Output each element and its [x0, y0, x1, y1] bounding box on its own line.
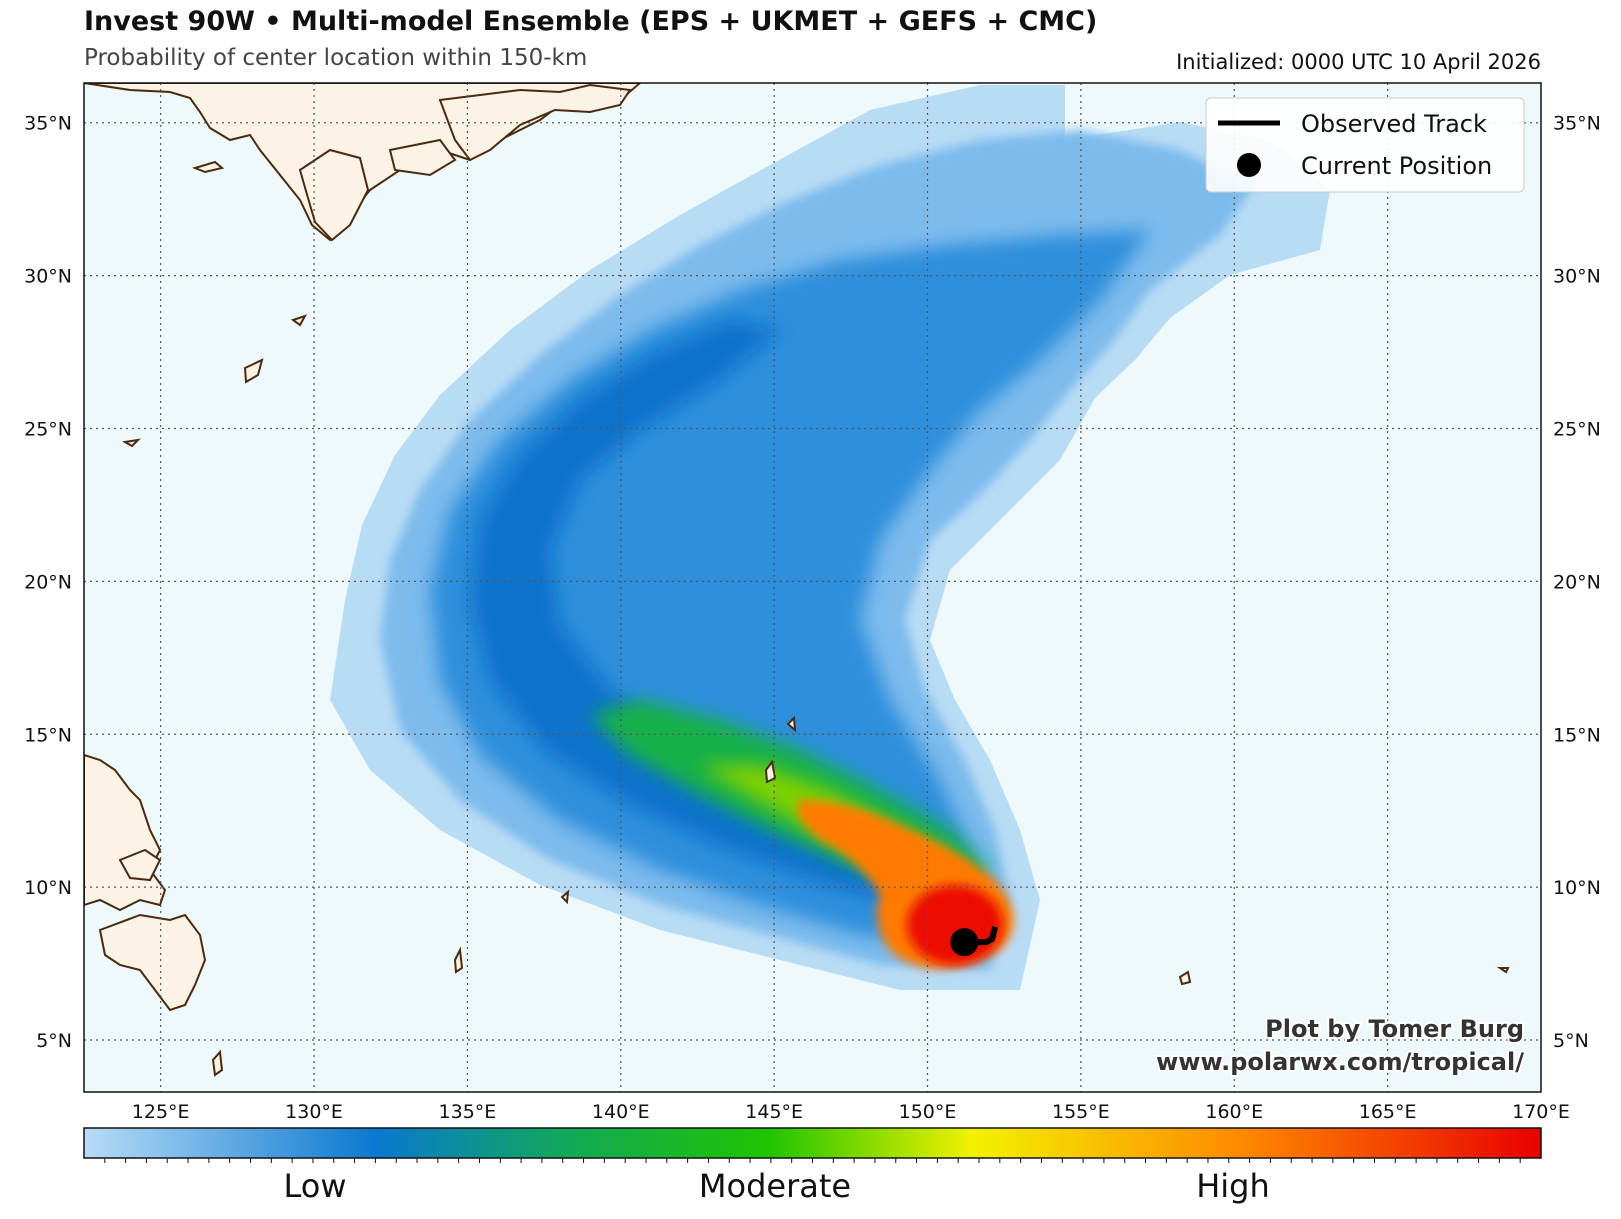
lon-tick-label: 160°E — [1205, 1101, 1263, 1123]
lat-tick-label: 15°N — [1553, 724, 1601, 746]
lat-tick-label: 25°N — [1553, 419, 1601, 441]
colorbar-ticks — [104, 1158, 1521, 1163]
lon-tick-label: 130°E — [285, 1101, 343, 1123]
land-island-saipan — [786, 715, 797, 733]
credit-url: www.polarwx.com/tropical/ — [1156, 1048, 1524, 1076]
land-island-ryukyu-2 — [290, 314, 308, 327]
land-island-yap — [453, 946, 464, 974]
lon-tick-label: 165°E — [1359, 1101, 1417, 1123]
colorbar: Low Moderate High — [83, 1127, 1542, 1205]
legend-position-label: Current Position — [1301, 152, 1492, 180]
land-japan-shikoku — [388, 138, 457, 177]
lon-tick-label: 135°E — [439, 1101, 497, 1123]
lon-tick-label: 155°E — [1052, 1101, 1110, 1123]
lat-tick-label: 10°N — [24, 877, 72, 899]
longitude-ticks: 125°E 130°E 135°E 140°E 145°E 150°E 155°E 160°E… — [132, 1101, 1570, 1123]
land-island-ryukyu-3 — [122, 438, 141, 448]
map-subtitle: Probability of center location within 15… — [84, 45, 588, 71]
colorbar-label-low: Low — [283, 1167, 346, 1205]
latitude-ticks-left: 5°N 10°N 15°N 20°N 25°N 30°N 35°N — [24, 113, 72, 1052]
land-japan-honshu — [438, 83, 632, 162]
land-island-kosrae — [1496, 967, 1510, 974]
lat-tick-label: 35°N — [1553, 113, 1601, 135]
lon-tick-label: 145°E — [745, 1101, 803, 1123]
lat-tick-label: 15°N — [24, 724, 72, 746]
latitude-ticks-right: 5°N 10°N 15°N 20°N 25°N 30°N 35°N — [1553, 113, 1601, 1052]
legend-position-symbol — [1237, 153, 1261, 177]
legend-track-label: Observed Track — [1301, 110, 1487, 138]
lat-tick-label: 5°N — [1553, 1030, 1589, 1052]
lat-tick-label: 10°N — [1553, 877, 1601, 899]
lon-tick-label: 150°E — [899, 1101, 957, 1123]
lat-tick-label: 20°N — [1553, 571, 1601, 593]
probability-swath — [330, 85, 1330, 990]
swath-high-core — [907, 885, 1003, 965]
legend-box — [1205, 97, 1525, 193]
colorbar-gradient — [83, 1127, 1542, 1159]
land-island-ryukyu-1 — [191, 160, 225, 174]
land-island-pohnpei — [1178, 970, 1192, 986]
lat-tick-label: 5°N — [36, 1030, 72, 1052]
land-island-okinawa — [243, 358, 264, 384]
land-island-palau — [211, 1049, 224, 1077]
gridlines — [84, 83, 1541, 1092]
lat-tick-label: 25°N — [24, 419, 72, 441]
map-frame — [83, 82, 1542, 1093]
initialized-time: Initialized: 0000 UTC 10 April 2026 — [1176, 50, 1541, 74]
lat-tick-label: 35°N — [24, 113, 72, 135]
land-philippines-visayas — [118, 848, 162, 882]
colorbar-label-high: High — [1196, 1167, 1270, 1205]
lon-tick-label: 125°E — [132, 1101, 190, 1123]
land-island-ulithi — [560, 889, 570, 905]
lon-tick-label: 170°E — [1512, 1101, 1570, 1123]
map-title: Invest 90W • Multi-model Ensemble (EPS +… — [84, 6, 1098, 37]
lat-tick-label: 30°N — [1553, 266, 1601, 288]
credit-author: Plot by Tomer Burg — [1265, 1015, 1524, 1043]
swath-blue-strong — [470, 320, 940, 910]
colorbar-label-moderate: Moderate — [699, 1167, 851, 1205]
lat-tick-label: 20°N — [24, 571, 72, 593]
land-japan-kyushu — [298, 148, 370, 242]
map-legend: Observed Track Current Position — [1205, 97, 1525, 193]
land-philippines-mindanao — [98, 913, 207, 1012]
lat-tick-label: 30°N — [24, 266, 72, 288]
current-position-marker — [950, 928, 979, 957]
land-island-guam — [764, 759, 777, 784]
lon-tick-label: 140°E — [592, 1101, 650, 1123]
